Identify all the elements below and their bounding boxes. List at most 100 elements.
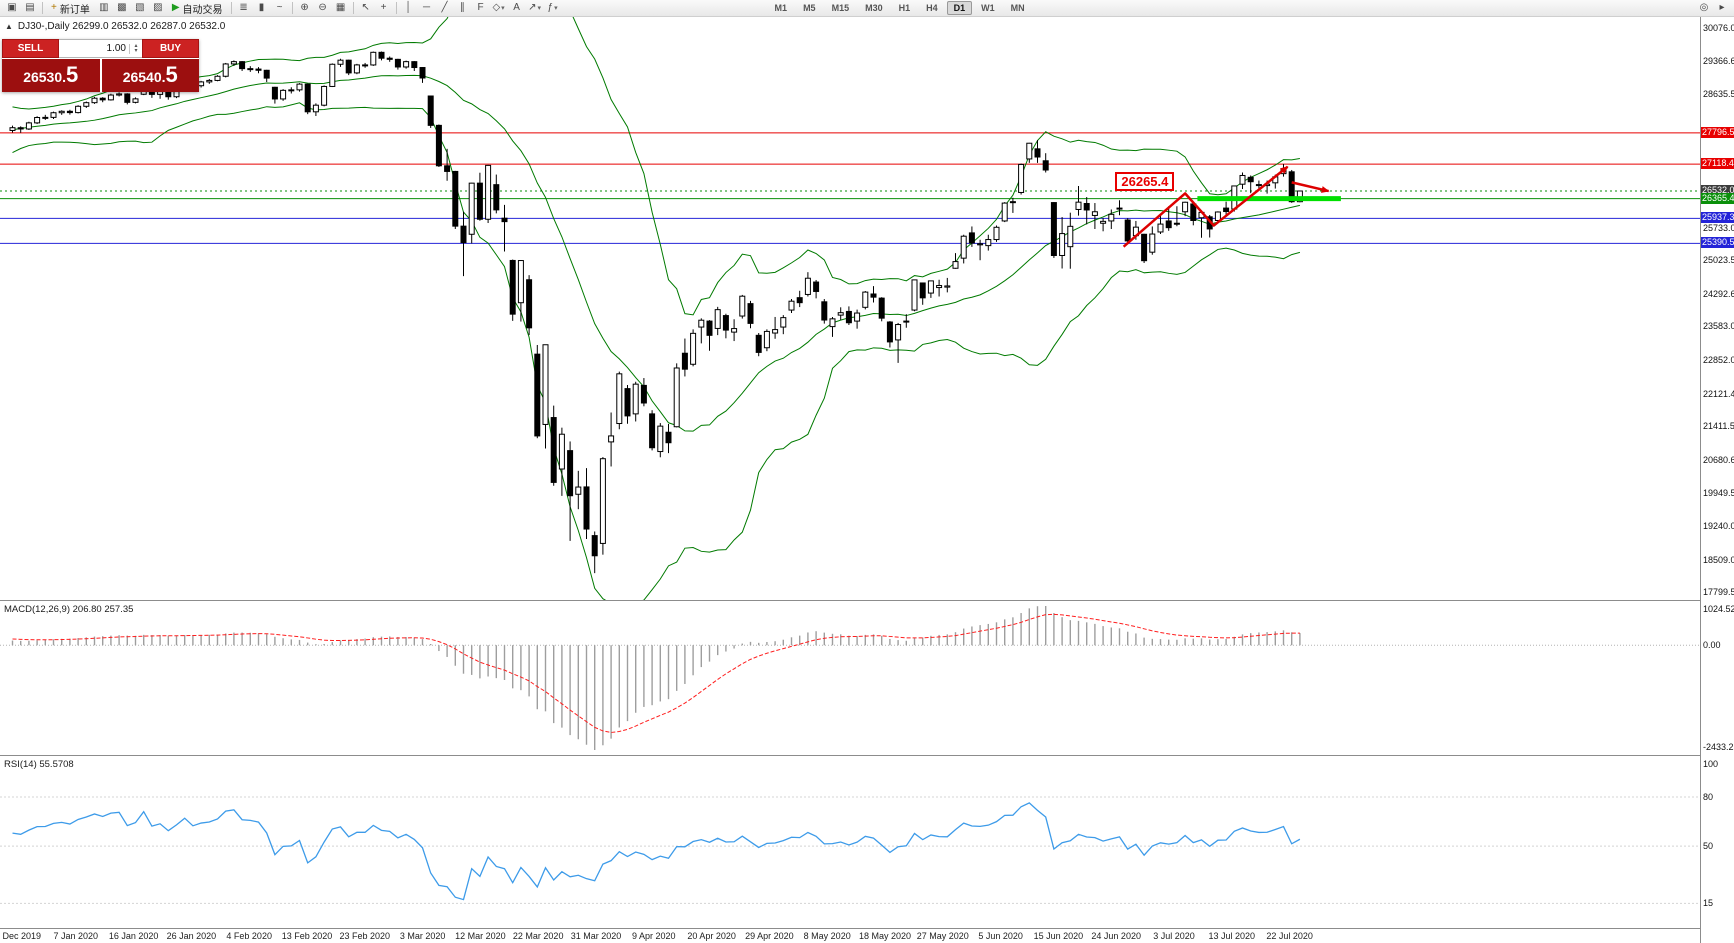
main-chart-pane[interactable]: ▲ DJ30-,Daily 26299.0 26532.0 26287.0 26…	[0, 17, 1700, 600]
candle	[116, 93, 123, 96]
candle	[714, 309, 721, 329]
candle	[673, 367, 680, 428]
bar-chart-icon[interactable]: ≣	[235, 1, 253, 16]
candle	[1050, 202, 1057, 256]
price-axis-label: 22852.0	[1703, 355, 1734, 366]
trendline-icon: ╱	[441, 2, 448, 13]
sell-button[interactable]: SELL	[2, 39, 59, 58]
timeframe-button-mn[interactable]: MN	[1010, 3, 1025, 13]
text-label-icon[interactable]: A	[508, 1, 526, 16]
date-label: 16 Jan 2020	[108, 931, 159, 941]
chart-window-icon: ▣	[7, 2, 17, 13]
data-window-icon[interactable]: ▩	[113, 1, 131, 16]
candlestick-chart-icon[interactable]: ▮	[253, 1, 271, 16]
timeframe-button-w1[interactable]: W1	[981, 3, 995, 13]
new-order-button-label: 新订单	[59, 4, 90, 16]
bollinger-middle-band	[12, 74, 1301, 432]
arrow-objects-icon[interactable]: ↗ ▾	[526, 1, 544, 16]
timeframe-button-m15[interactable]: M15	[831, 3, 850, 13]
pane-separator[interactable]	[0, 600, 1700, 601]
volume-spinner[interactable]: ▴ ▾	[129, 42, 142, 54]
timeframe-button-h4[interactable]: H4	[926, 3, 938, 13]
rsi-pane[interactable]: RSI(14) 55.5708	[0, 756, 1700, 928]
timeframe-button-h1[interactable]: H1	[898, 3, 911, 13]
volume-field[interactable]: 1.00 ▴ ▾	[59, 39, 142, 58]
date-label: 7 Jan 2020	[53, 931, 99, 941]
pane-separator[interactable]	[0, 755, 1700, 756]
price-annotation-label[interactable]: 26265.4	[1115, 171, 1175, 191]
timeframe-button-m30[interactable]: M30	[865, 3, 883, 13]
line-chart-icon[interactable]: ~	[271, 1, 289, 16]
dropdown-caret-icon[interactable]: ▾	[501, 5, 505, 12]
candle	[526, 279, 533, 329]
auto-trading-button[interactable]: ▶ 自动交易	[167, 1, 228, 16]
buy-button[interactable]: BUY	[142, 39, 199, 58]
timeframe-button-m1[interactable]: M1	[774, 3, 788, 13]
zoom-out-icon[interactable]: ⊖	[314, 1, 332, 16]
shapes-icon[interactable]: ◇ ▾	[490, 1, 508, 16]
date-label: 3 Mar 2020	[399, 931, 446, 941]
chart-shift-icon[interactable]: ▸	[1713, 1, 1731, 16]
candle	[1165, 220, 1172, 229]
zoom-out-icon: ⊖	[318, 2, 327, 13]
dropdown-caret-icon[interactable]: ▾	[554, 5, 558, 12]
profile-icon[interactable]: ▤	[21, 1, 39, 16]
market-watch-icon: ▥	[99, 2, 109, 13]
oneclick-collapse-icon[interactable]: ▲	[5, 22, 13, 31]
date-label: 9 Apr 2020	[632, 931, 676, 941]
candle	[813, 281, 820, 292]
dropdown-caret-icon[interactable]: ▾	[537, 5, 541, 12]
candle	[17, 127, 24, 130]
candle	[91, 97, 98, 104]
date-label: 18 May 2020	[858, 931, 912, 941]
new-order-button[interactable]: + 新订单	[46, 1, 95, 16]
timeframe-button-m5[interactable]: M5	[803, 3, 816, 13]
candle	[878, 297, 885, 319]
timeframe-button-d1[interactable]: D1	[946, 1, 973, 15]
new-order-button: +	[51, 2, 57, 13]
candle	[1239, 174, 1246, 185]
time-axis[interactable]: 9 Dec 2019 7 Jan 2020 16 Jan 2020 26 Jan 20…	[0, 928, 1700, 943]
chart-window-icon[interactable]: ▣	[3, 1, 21, 16]
indicators-icon[interactable]: ƒ ▾	[544, 1, 562, 16]
fibonacci-icon[interactable]: F	[472, 1, 490, 16]
candle	[329, 63, 336, 87]
indicators-icon: ƒ	[547, 2, 554, 13]
date-label: 13 Jul 2020	[1208, 931, 1256, 941]
market-watch-icon[interactable]: ▥	[95, 1, 113, 16]
buy-price-box[interactable]: 26540. 5	[101, 59, 199, 92]
navigator-icon[interactable]: ▧	[131, 1, 149, 16]
tile-windows-icon[interactable]: ▦	[332, 1, 350, 16]
candle	[1100, 220, 1107, 224]
one-click-top-row: SELL 1.00 ▴ ▾ BUY	[2, 39, 199, 58]
horizontal-line-icon[interactable]: ─	[418, 1, 436, 16]
rsi-axis-label: 80	[1703, 791, 1714, 802]
price-axis-label: 24292.6	[1703, 288, 1734, 299]
date-label: 27 May 2020	[916, 931, 969, 941]
terminal-icon[interactable]: ▨	[149, 1, 167, 16]
cursor-icon[interactable]: ↖	[357, 1, 375, 16]
price-axis[interactable]: 30076.0 29366.6 28635.5 25733.0 25023.5 24292…	[1700, 17, 1734, 943]
crosshair-icon[interactable]: +	[375, 1, 393, 16]
candle	[107, 94, 114, 101]
candle	[616, 373, 623, 425]
sell-price-box[interactable]: 26530. 5	[2, 59, 100, 92]
candle	[296, 83, 303, 91]
volume-value[interactable]: 1.00	[106, 43, 126, 54]
date-label: 12 Mar 2020	[455, 931, 506, 941]
trendline-icon[interactable]: ╱	[436, 1, 454, 16]
candle	[944, 285, 951, 288]
candle	[796, 297, 803, 304]
volume-up-icon[interactable]: ▴	[134, 42, 138, 49]
macd-pane[interactable]: MACD(12,26,9) 206.80 257.35	[0, 601, 1700, 755]
forecast-arrow[interactable]	[1291, 181, 1330, 193]
volume-down-icon[interactable]: ▾	[134, 47, 138, 54]
zoom-in-icon[interactable]: ⊕	[296, 1, 314, 16]
equidistant-channel-icon[interactable]: ∥	[454, 1, 472, 16]
candle	[690, 332, 697, 365]
search-icon[interactable]: ◎	[1695, 1, 1713, 16]
trend-zigzag-arrow[interactable]	[1122, 165, 1289, 248]
price-tag: 27118.4	[1701, 158, 1734, 170]
vertical-line-icon[interactable]: │	[400, 1, 418, 16]
price-chart-canvas[interactable]	[0, 17, 1700, 600]
